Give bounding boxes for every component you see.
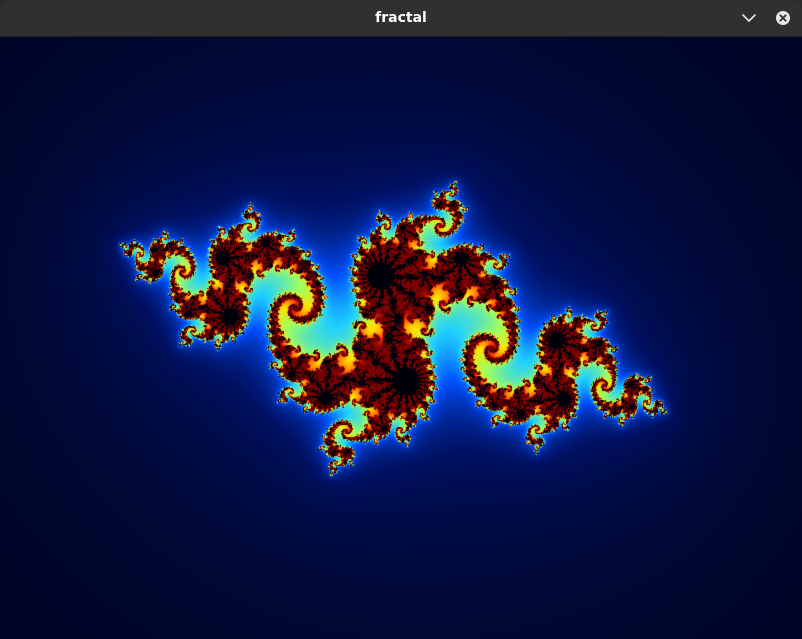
fractal-view[interactable]	[0, 37, 802, 639]
chevron-down-icon	[742, 14, 756, 22]
window-title: fractal	[375, 10, 427, 26]
fractal-canvas[interactable]	[0, 37, 802, 639]
titlebar[interactable]: fractal	[0, 0, 802, 37]
close-button[interactable]	[771, 6, 795, 30]
close-icon	[776, 11, 790, 25]
minimize-button[interactable]	[737, 6, 761, 30]
